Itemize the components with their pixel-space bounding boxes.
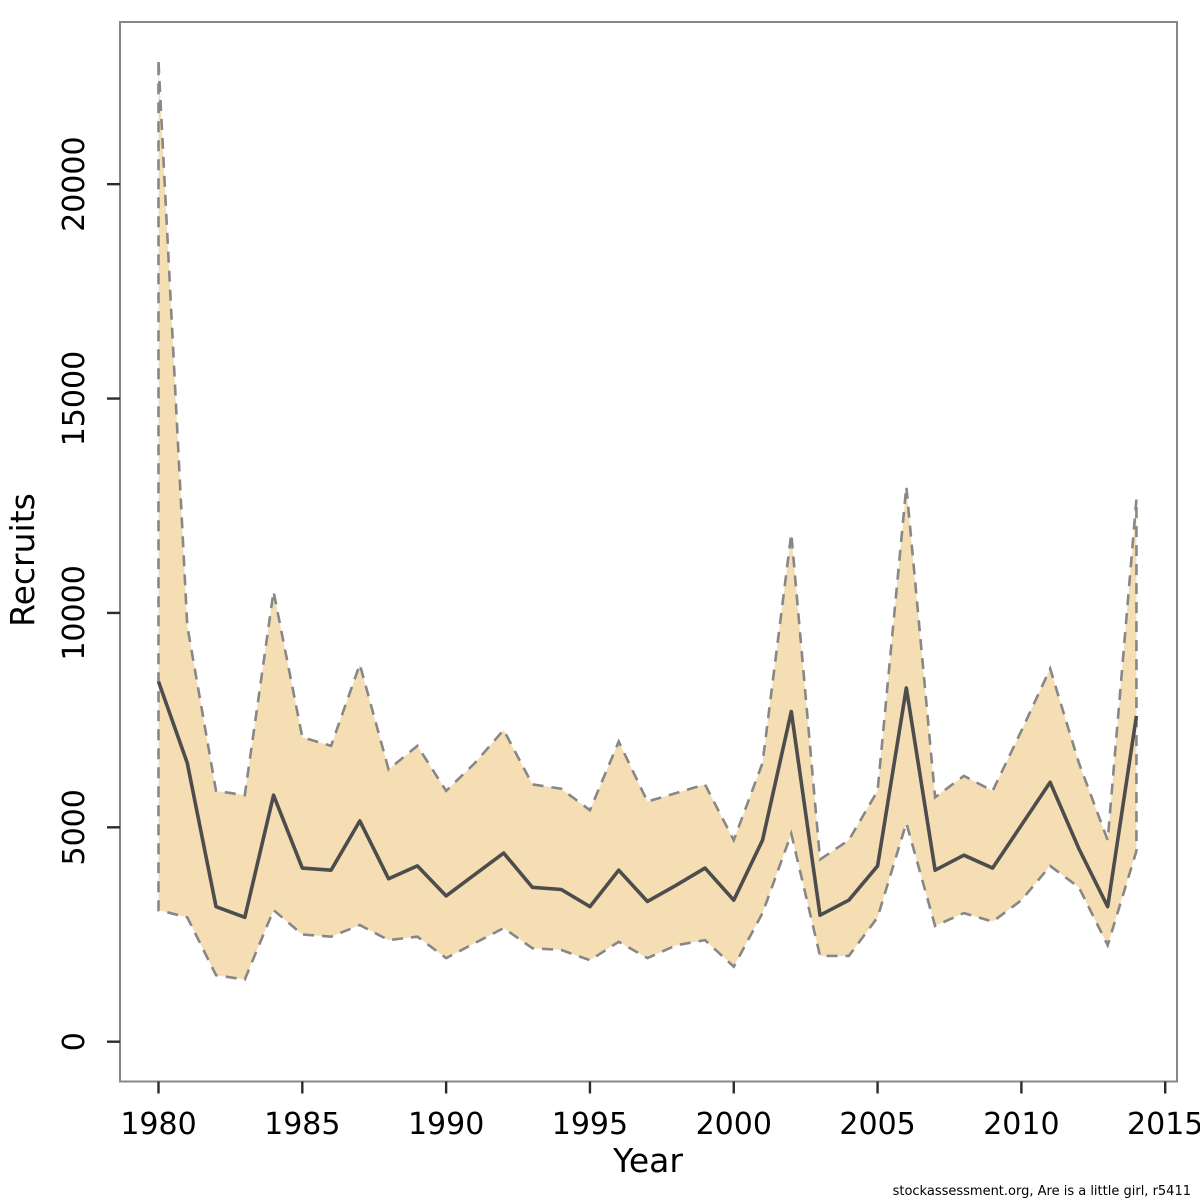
x-tick-label: 1980: [120, 1107, 196, 1142]
x-tick-label: 2015: [1127, 1107, 1200, 1142]
median-line: [156, 680, 1139, 920]
x-tick-label: 2000: [696, 1107, 772, 1142]
x-axis-title: Year: [612, 1141, 683, 1180]
confidence-band: [157, 61, 1138, 981]
y-tick-label: 5000: [57, 789, 92, 865]
y-tick-label: 15000: [57, 351, 92, 446]
x-tick-label: 1985: [264, 1107, 340, 1142]
y-tick-label: 10000: [57, 565, 92, 660]
x-tick-label: 2005: [839, 1107, 915, 1142]
x-tick-label: 2010: [983, 1107, 1059, 1142]
plot-border: [119, 21, 1178, 1083]
x-tick-label: 1995: [552, 1107, 628, 1142]
footer-credit: stockassessment.org, Are is a little gir…: [893, 1184, 1191, 1199]
y-axis-title: Recruits: [3, 493, 42, 627]
y-tick-label: 0: [57, 1032, 92, 1051]
x-tick-label: 1990: [408, 1107, 484, 1142]
y-tick-label: 20000: [57, 136, 92, 231]
plot-layers: 1980 1985 1990 1995 2000 2005 2010 2015 0 5000 100…: [57, 21, 1200, 1142]
